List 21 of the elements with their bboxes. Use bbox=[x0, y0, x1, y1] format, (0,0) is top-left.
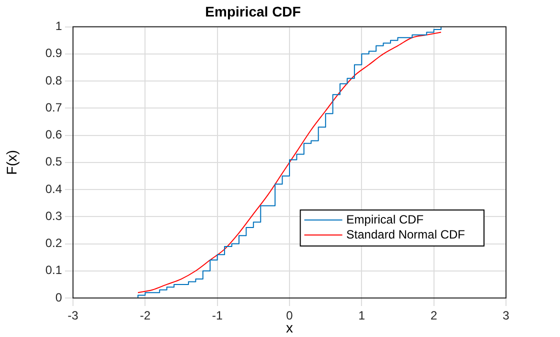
y-tick-label: 0.5 bbox=[45, 154, 62, 169]
x-tick-label: 1 bbox=[358, 308, 366, 323]
y-tick-label: 0.8 bbox=[45, 73, 62, 88]
y-axis-title: F(x) bbox=[3, 150, 20, 175]
x-tick-label: -3 bbox=[68, 308, 79, 323]
y-tick-label: 0.9 bbox=[45, 46, 62, 60]
chart-title: Empirical CDF bbox=[205, 3, 302, 20]
x-tick-label: 2 bbox=[430, 308, 438, 323]
x-tick-label: -2 bbox=[140, 308, 151, 323]
y-tick-label: 0.7 bbox=[45, 100, 62, 114]
y-tick-label: 0.4 bbox=[45, 182, 62, 196]
x-tick-label: -1 bbox=[212, 308, 223, 323]
legend-label: Standard Normal CDF bbox=[346, 227, 466, 242]
x-tick-label: 3 bbox=[502, 308, 510, 323]
legend-label: Empirical CDF bbox=[346, 212, 424, 226]
y-tick-label: 0.1 bbox=[45, 263, 62, 278]
y-tick-label: 0.6 bbox=[45, 128, 62, 142]
y-tick-label: 0.3 bbox=[45, 208, 62, 223]
y-tick-label: 0.2 bbox=[45, 236, 62, 250]
y-tick-label: 1 bbox=[55, 19, 62, 34]
y-tick-label: 0 bbox=[55, 290, 62, 304]
